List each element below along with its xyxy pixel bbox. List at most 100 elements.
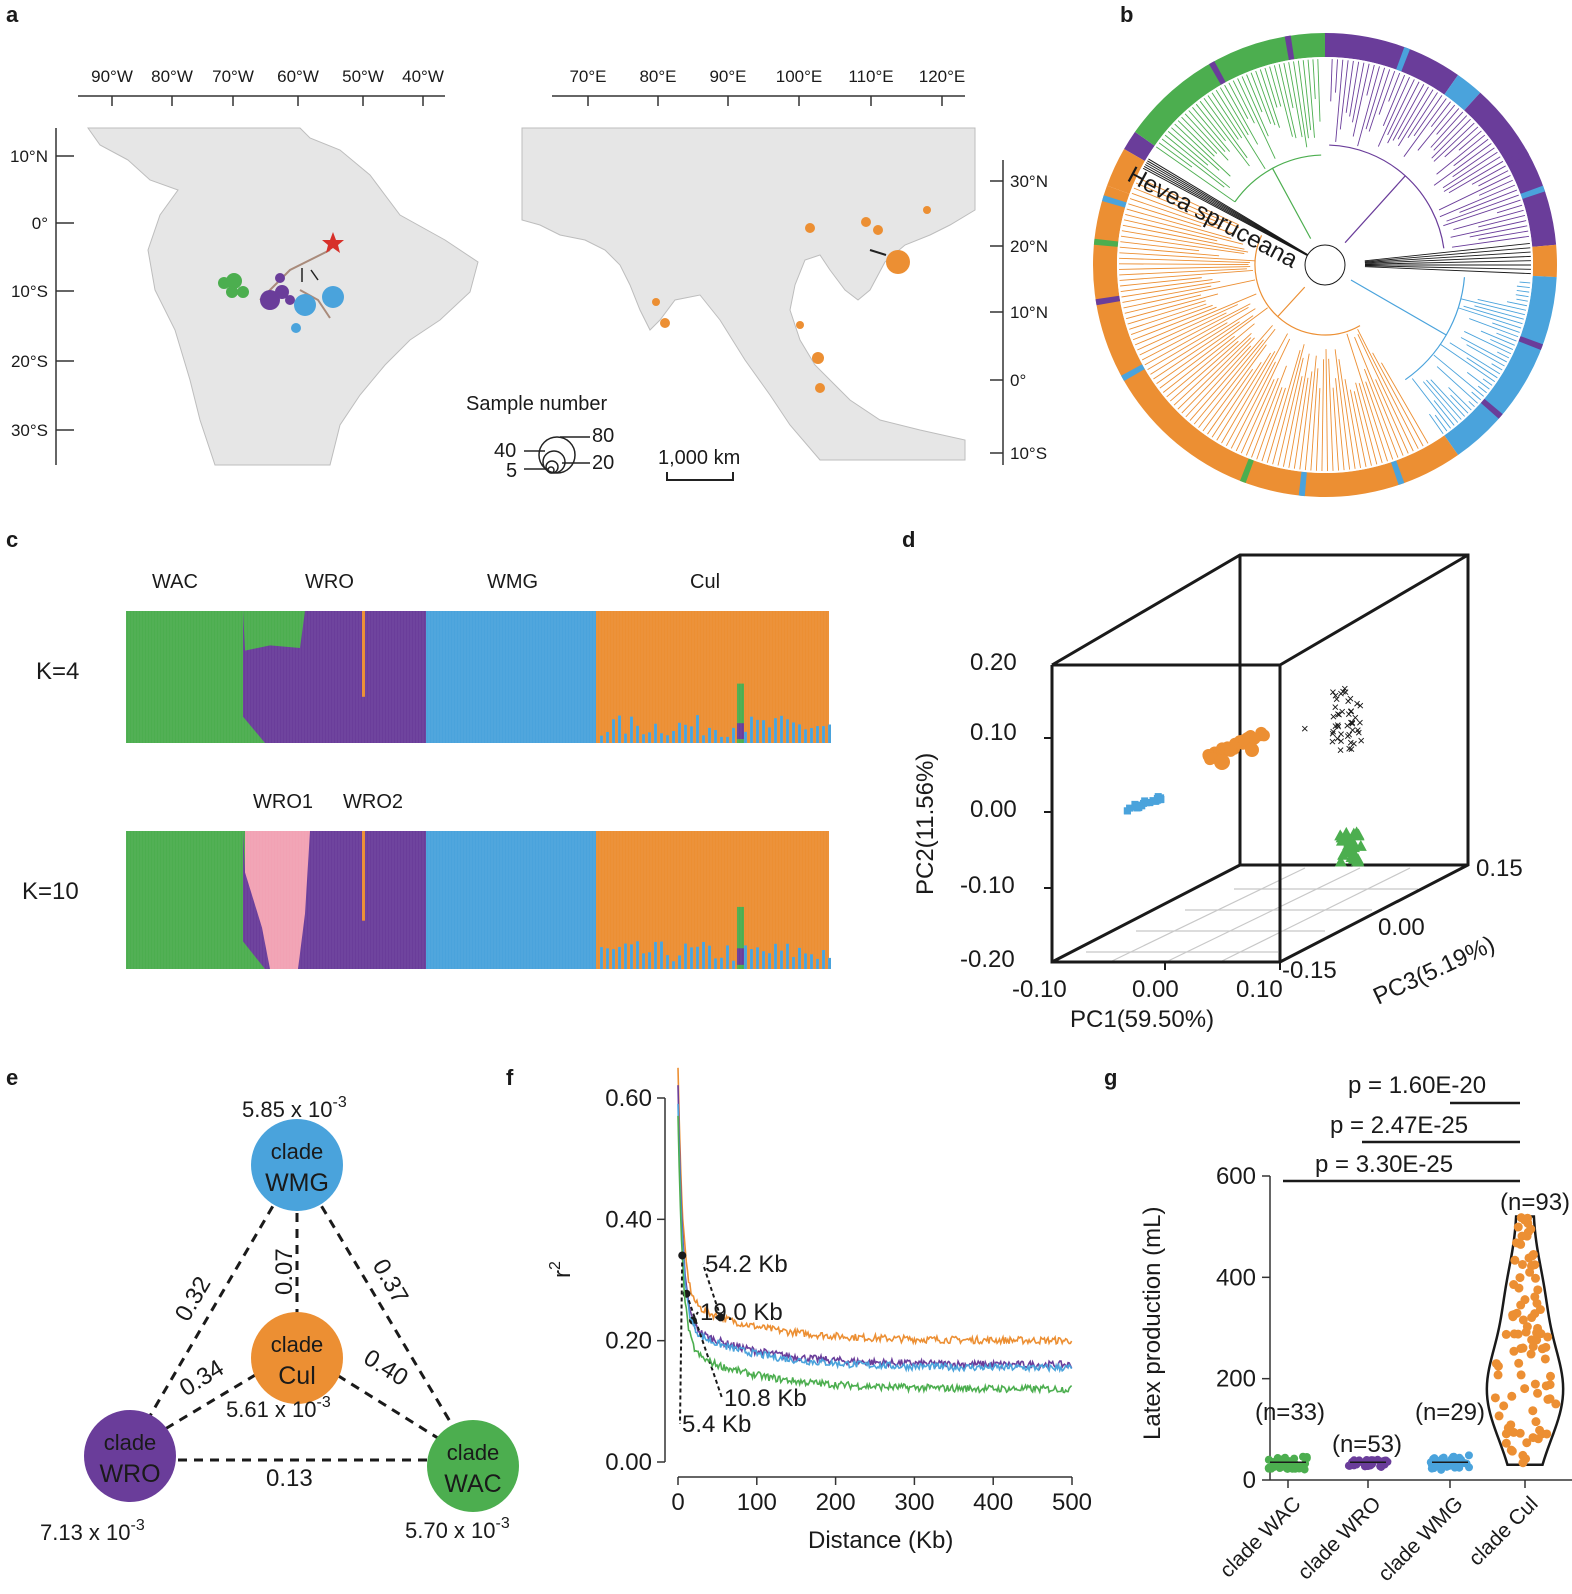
wmg-branch (1433, 400, 1455, 426)
cul-branch (1119, 263, 1249, 266)
cul-branch (1266, 350, 1301, 463)
pc1-tick-1: 0.00 (1132, 976, 1179, 1003)
structure-admixture (732, 960, 735, 969)
pca-point-cul (1245, 743, 1259, 757)
wmg-branch (1463, 305, 1523, 325)
cul-branch (1381, 362, 1429, 444)
cul-branch (1334, 349, 1351, 470)
violin-point (1455, 1463, 1464, 1472)
cul-branch (1216, 352, 1272, 441)
cul-branch (1129, 303, 1207, 330)
cul-branch (1315, 388, 1321, 471)
structure-admixture (786, 943, 789, 969)
violin-point-cul (1493, 1370, 1503, 1380)
outgroup-branch (1142, 167, 1308, 257)
cul-sample-circles (652, 206, 931, 393)
pca-point-wro: × (1334, 706, 1342, 721)
clade-node-name: Cul (278, 1362, 316, 1390)
wro-branch (1478, 179, 1513, 196)
cul-branch (1293, 377, 1309, 469)
cul-branch (1282, 376, 1303, 467)
p-value-2: p = 3.30E-25 (1315, 1151, 1453, 1178)
pc1-tick-0: -0.10 (1012, 976, 1067, 1003)
pca-point-wro: × (1332, 700, 1340, 715)
structure-admixture (780, 950, 783, 969)
wmg-branch (1436, 366, 1478, 404)
f-xtick-label: 400 (973, 1489, 1013, 1516)
tree-ring-fleck (1284, 35, 1295, 61)
structure-admixture (762, 951, 765, 969)
scale-bar (666, 472, 734, 481)
cul-branch (1166, 323, 1255, 398)
cul-branch (1131, 192, 1222, 227)
structure-admixture (684, 724, 687, 743)
structure-admixture (672, 731, 675, 743)
cul-branch (1156, 315, 1254, 384)
lon-tick-label: 80°E (639, 67, 676, 86)
cluster-label-wac: WAC (152, 571, 198, 593)
tree-ring-fleck (1518, 336, 1544, 351)
violin-point (1465, 1463, 1474, 1472)
cul-branch (1153, 321, 1240, 380)
f-ytick-label: 0.60 (605, 1085, 652, 1112)
structure-admixture (678, 722, 681, 743)
cul-branch (1119, 246, 1220, 257)
structure-admixture (618, 946, 621, 969)
pca-point-wro: × (1332, 688, 1340, 703)
pca-point-wro: × (1356, 715, 1364, 730)
wro-branch (1387, 81, 1420, 144)
wro-branch (1478, 230, 1529, 240)
pca-point-wro: × (1355, 725, 1363, 740)
violin-point-cul (1515, 1273, 1525, 1283)
structure-admixture (804, 729, 807, 743)
clade-node-name: WMG (265, 1169, 329, 1197)
pca-point-wac (1335, 834, 1348, 846)
wac-branch (1317, 59, 1321, 122)
pca-point-wro: × (1329, 726, 1337, 741)
wmg-branch (1466, 372, 1490, 390)
wac-sample-circles (218, 273, 249, 298)
pca-point-wro: × (1357, 698, 1365, 713)
cul-branch (1122, 285, 1212, 303)
violin-point-cul (1545, 1371, 1555, 1381)
lat-tick-label: 30°N (1010, 172, 1048, 191)
wro-branch (1413, 95, 1443, 137)
g-category-label: clade WRO (1293, 1492, 1385, 1584)
wac-branch (1215, 89, 1266, 170)
wmg-branch (1448, 387, 1472, 411)
pca-point-wro: × (1337, 726, 1345, 741)
f-xtick-label: 300 (894, 1489, 934, 1516)
wmg-branch (1492, 322, 1520, 333)
wro-branch (1442, 151, 1498, 189)
structure-admixture (768, 953, 771, 969)
cul-branch (1338, 359, 1356, 469)
pca-point-wro: × (1354, 722, 1362, 737)
panel-f-ld-decay: 0.00 0.20 0.40 0.60 0 100 200 300 400 500 54.2 Kb… (547, 1067, 1092, 1554)
pca-point-wro: × (1335, 719, 1343, 734)
cul-branch (1121, 230, 1249, 253)
violin-point-cul (1521, 1327, 1531, 1337)
panel-a-maps: 90°W 80°W 70°W 60°W 50°W 40°W 10°N 0° 10°S 20°S 3… (10, 67, 1048, 482)
wro-branch (1436, 108, 1460, 135)
pc3-axis-label: PC3(5.19%) (1369, 931, 1499, 1011)
g-count-label: (n=29) (1415, 1399, 1485, 1426)
pca-point-cul (1238, 734, 1251, 747)
pca-point-wro: × (1345, 707, 1353, 722)
cul-branch (1189, 325, 1273, 421)
wmg-branch (1422, 381, 1459, 423)
cul-branch (1254, 235, 1361, 336)
cul-branch (1185, 345, 1252, 418)
structure-admixture (702, 735, 705, 743)
cluster-label-wro2: WRO2 (343, 791, 403, 813)
panel-label-e: e (6, 1065, 18, 1090)
structure-admixture (243, 941, 265, 969)
lat-tick-label: 10°S (11, 282, 48, 301)
wac-branch (1228, 82, 1249, 119)
wro-branch (1478, 170, 1509, 187)
pca-point-wro: × (1339, 684, 1347, 699)
fst-cul-wac: 0.40 (359, 1344, 413, 1392)
wro-branch (1478, 214, 1526, 228)
asia-land (521, 127, 976, 461)
cul-branch (1261, 387, 1286, 462)
wac-branch (1250, 72, 1272, 124)
